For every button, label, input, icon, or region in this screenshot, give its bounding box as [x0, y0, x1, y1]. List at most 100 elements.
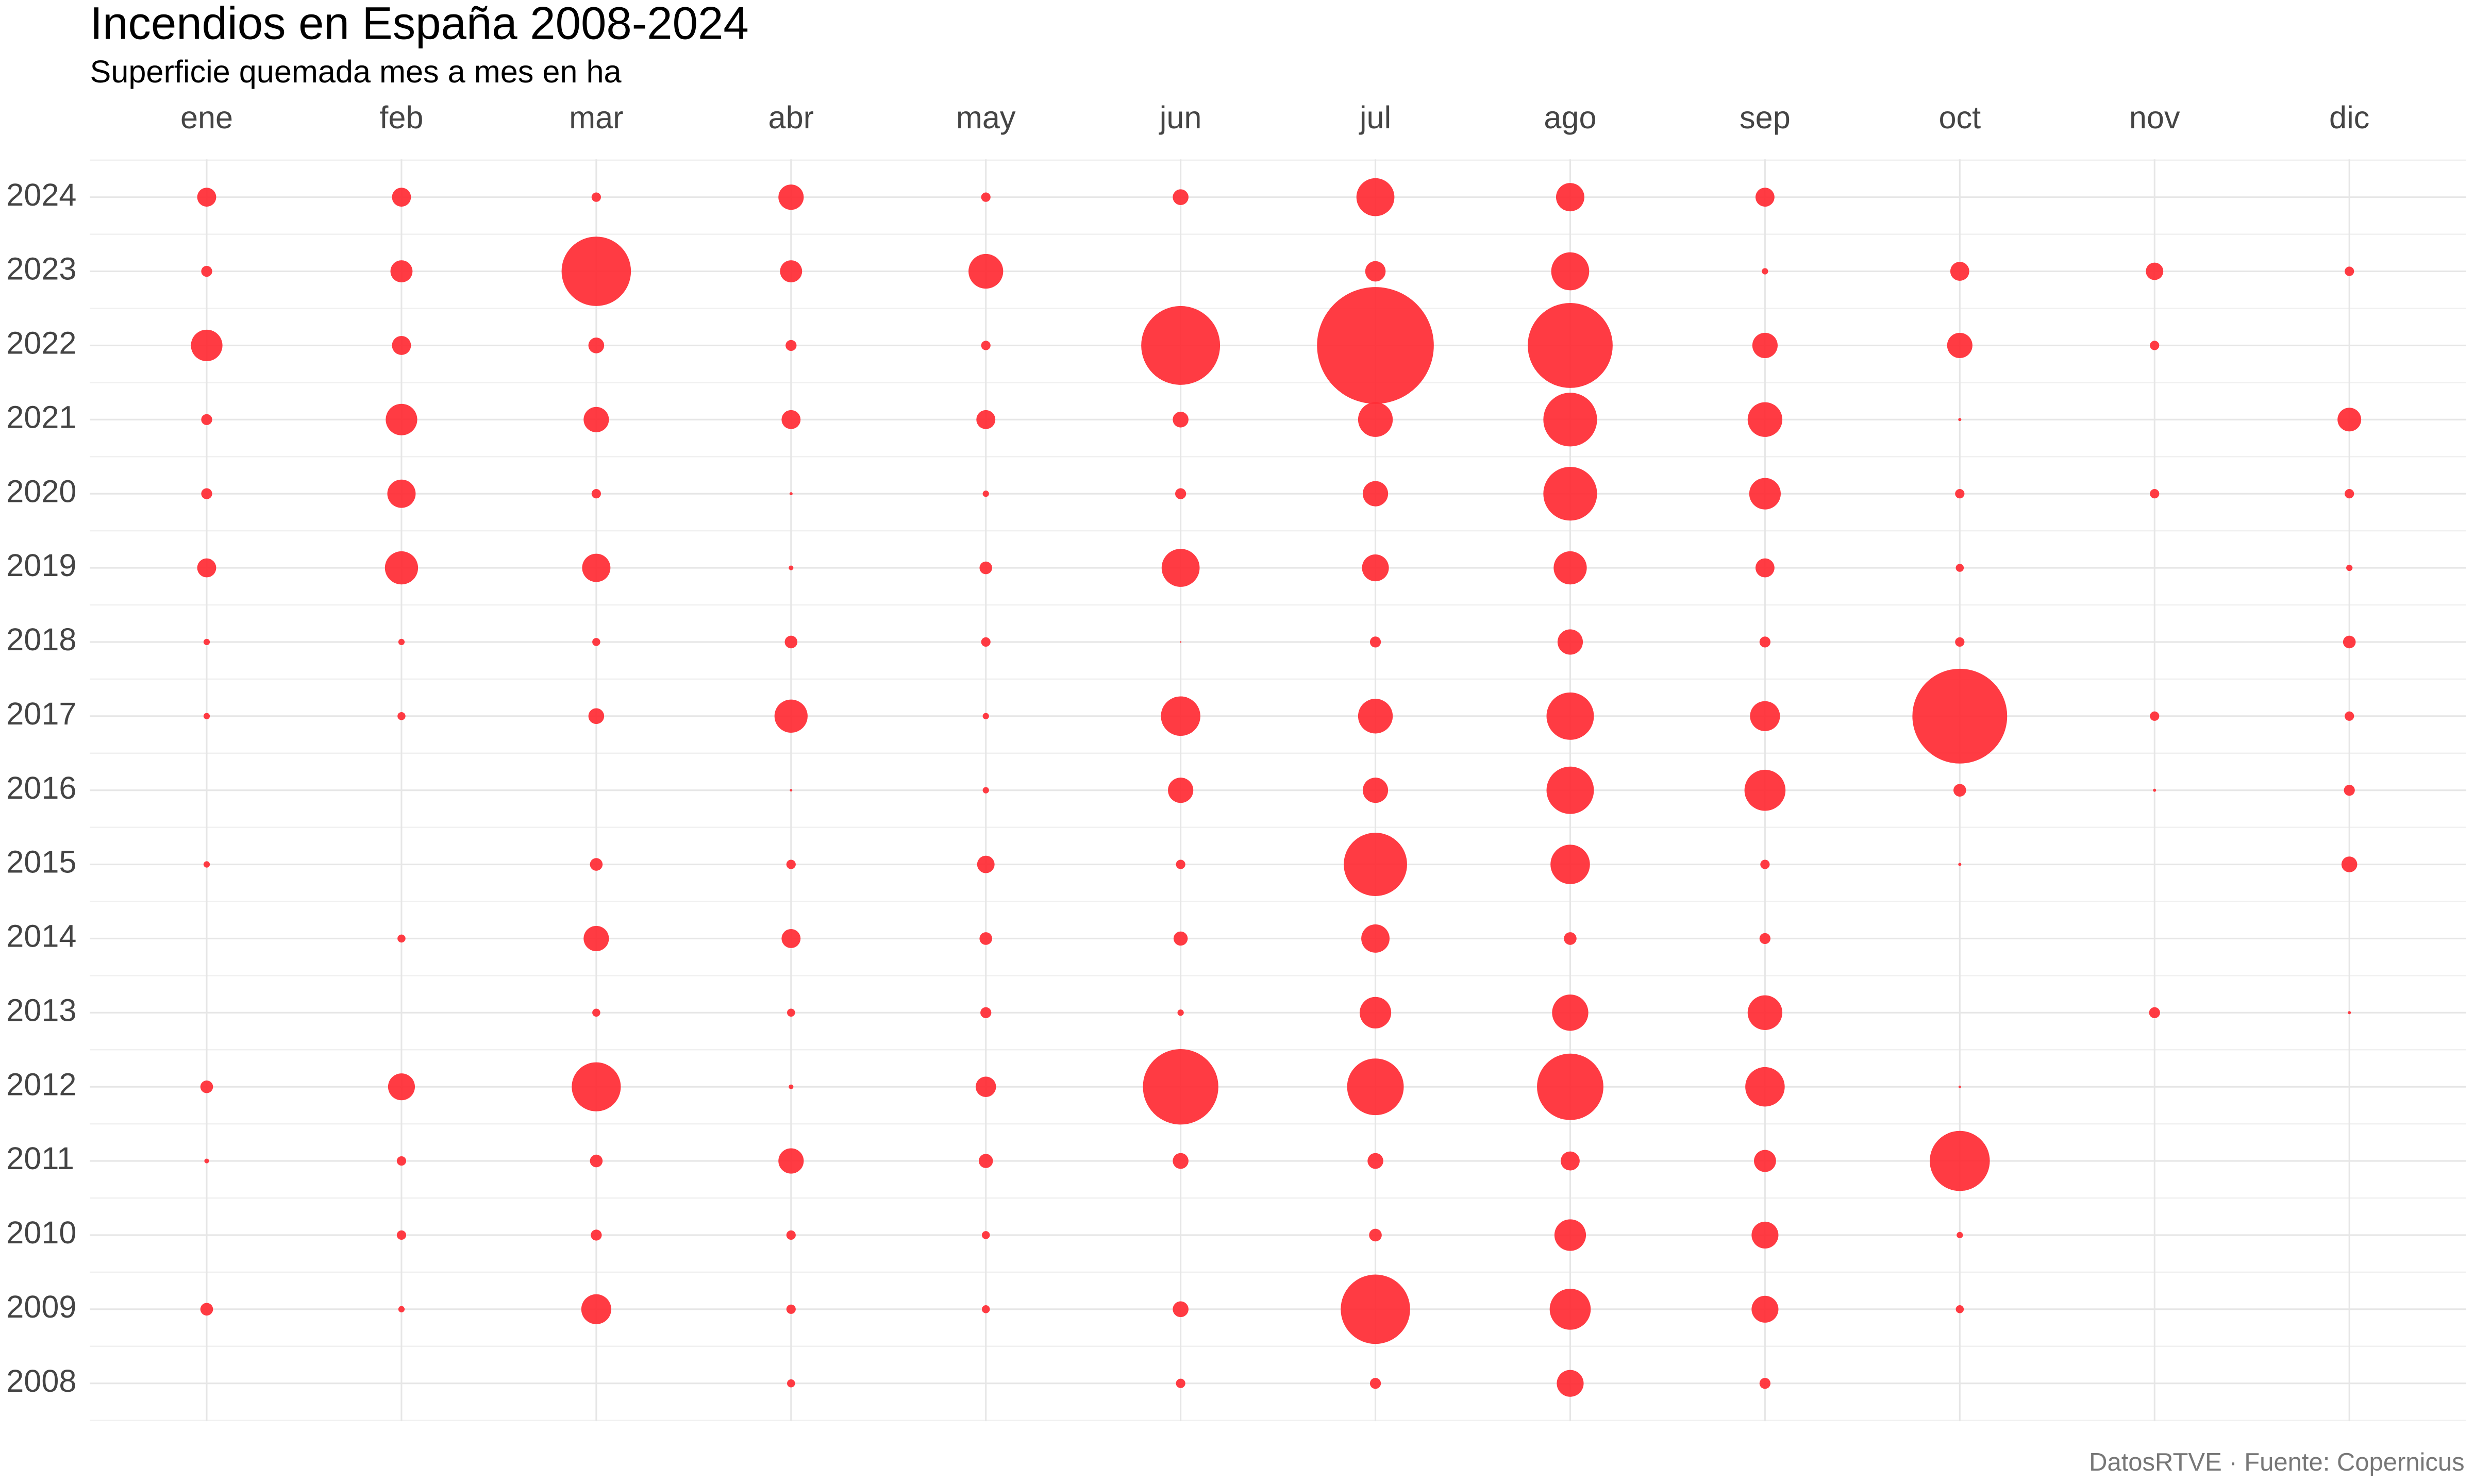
bubble [781, 410, 801, 429]
bubble [392, 188, 411, 207]
bubble [2345, 711, 2354, 721]
bubble [1361, 924, 1390, 953]
bubble [2341, 856, 2358, 872]
bubble [1356, 178, 1395, 216]
bubble [1176, 859, 1185, 869]
bubble [1543, 467, 1597, 521]
bubble [1173, 411, 1189, 428]
bubble [1362, 481, 1389, 507]
y-tick-label: 2024 [6, 177, 76, 212]
marks [191, 178, 2362, 1397]
bubble [1755, 188, 1775, 207]
grid [90, 159, 2466, 1422]
bubble [1752, 332, 1778, 358]
bubble [1759, 636, 1771, 648]
x-tick-label: dic [2329, 100, 2369, 135]
bubble [780, 260, 803, 282]
bubble [591, 1229, 602, 1241]
bubble [975, 1076, 996, 1097]
bubble [2346, 564, 2353, 571]
bubble [1168, 778, 1194, 803]
bubble [1528, 302, 1613, 388]
bubble [1950, 262, 1969, 281]
x-tick-label: ene [180, 100, 233, 135]
bubble [1557, 629, 1583, 655]
caption: DatosRTVE · Fuente: Copernicus [2089, 1448, 2465, 1476]
bubble [786, 1304, 796, 1314]
bubble [561, 237, 631, 306]
bubble [590, 858, 603, 871]
bubble [1751, 1221, 1779, 1249]
bubble [191, 329, 223, 361]
x-tick-label: mar [569, 100, 623, 135]
x-tick-label: sep [1740, 100, 1791, 135]
bubble [981, 341, 991, 350]
bubble [1543, 393, 1597, 447]
bubble [1365, 261, 1386, 282]
y-tick-label: 2021 [6, 399, 76, 434]
bubble [1143, 1049, 1218, 1125]
bubble [1759, 1378, 1771, 1389]
bubble [204, 1158, 209, 1163]
y-tick-label: 2011 [6, 1141, 74, 1176]
bubble [1173, 1153, 1189, 1169]
bubble [1173, 931, 1188, 946]
bubble [200, 1080, 213, 1093]
bubble [1553, 551, 1587, 585]
bubble [1552, 994, 1589, 1031]
bubble [789, 565, 794, 570]
bubble [386, 403, 417, 435]
bubble [1175, 488, 1186, 499]
bubble [201, 488, 212, 499]
bubble [197, 188, 216, 207]
bubble [978, 1154, 993, 1168]
bubble [203, 861, 210, 868]
bubble [2150, 489, 2160, 499]
bubble [1317, 287, 1434, 404]
bubble [2345, 489, 2354, 499]
bubble [1173, 189, 1189, 205]
bubble [778, 184, 804, 210]
bubble [774, 699, 808, 733]
chart-title: Incendios en España 2008-2024 [90, 0, 748, 48]
bubble [2343, 635, 2356, 649]
bubble [2150, 341, 2160, 350]
bubble [1955, 489, 1965, 499]
bubble [1745, 1067, 1785, 1107]
bubble [1358, 699, 1393, 734]
bubble [1556, 183, 1584, 212]
bubble [2348, 1011, 2351, 1015]
bubble [982, 491, 989, 497]
bubble [786, 859, 796, 869]
bubble [1744, 769, 1786, 811]
bubble [1161, 549, 1200, 587]
bubble [1958, 1085, 1961, 1088]
bubble [979, 932, 992, 945]
bubble [781, 929, 801, 948]
bubble [790, 789, 793, 792]
bubble [1546, 766, 1594, 814]
x-tick-label: jun [1159, 100, 1202, 135]
bubble [1369, 1378, 1381, 1389]
bubble [1550, 845, 1590, 884]
y-tick-label: 2016 [6, 770, 76, 805]
bubble [1750, 701, 1780, 731]
bubble [2345, 266, 2354, 276]
y-tick-label: 2023 [6, 251, 76, 286]
bubble [1549, 1289, 1591, 1330]
bubble [1955, 637, 1965, 647]
bubble [981, 192, 991, 202]
bubble [201, 265, 212, 277]
bubble [1176, 1378, 1185, 1388]
bubble [200, 1303, 213, 1316]
bubble [397, 934, 406, 943]
bubble [398, 638, 405, 646]
bubble [982, 713, 989, 719]
bubble [1755, 558, 1775, 578]
bubble [1551, 252, 1590, 291]
bubble [981, 1305, 990, 1313]
bubble [396, 1230, 407, 1240]
bubble [392, 335, 411, 355]
